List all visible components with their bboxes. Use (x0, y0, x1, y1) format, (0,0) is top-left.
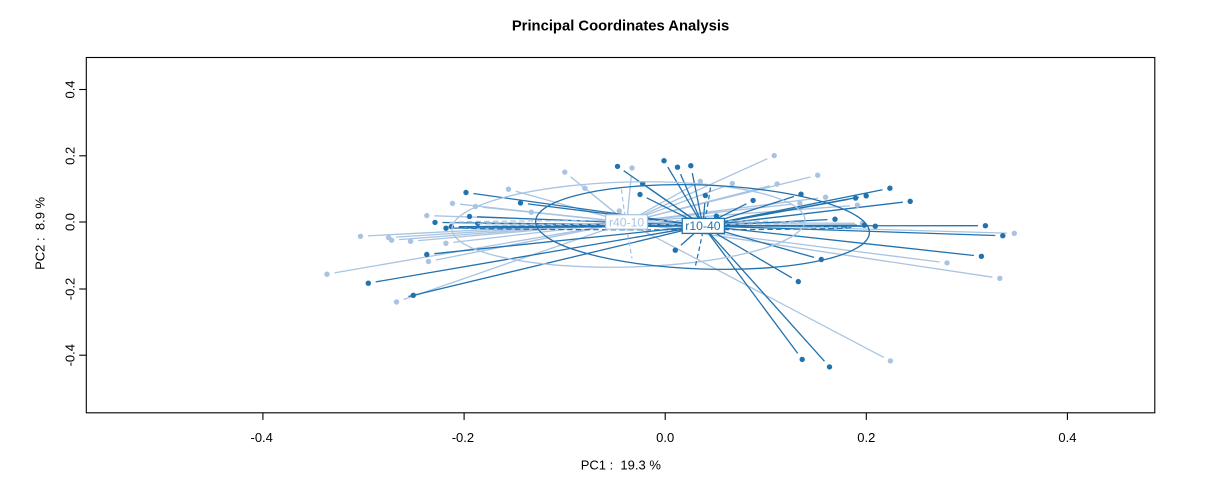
svg-text:-0.4: -0.4 (250, 430, 272, 445)
svg-text:r40-10: r40-10 (609, 215, 644, 229)
svg-text:0.2: 0.2 (857, 430, 875, 445)
svg-text:PC2 : 8.9 %: PC2 : 8.9 % (33, 196, 48, 269)
svg-text:0.4: 0.4 (63, 80, 78, 98)
svg-text:0.0: 0.0 (656, 430, 674, 445)
svg-text:r10-40: r10-40 (685, 219, 720, 233)
svg-text:-0.2: -0.2 (452, 430, 474, 445)
svg-text:Principal Coordinates Analysis: Principal Coordinates Analysis (512, 19, 729, 35)
svg-text:0.4: 0.4 (1058, 430, 1076, 445)
svg-text:0.0: 0.0 (63, 213, 78, 231)
svg-text:-0.4: -0.4 (63, 344, 78, 366)
svg-text:0.2: 0.2 (63, 147, 78, 165)
svg-text:PC1 : 19.3 %: PC1 : 19.3 % (581, 458, 662, 473)
svg-text:-0.2: -0.2 (63, 278, 78, 300)
